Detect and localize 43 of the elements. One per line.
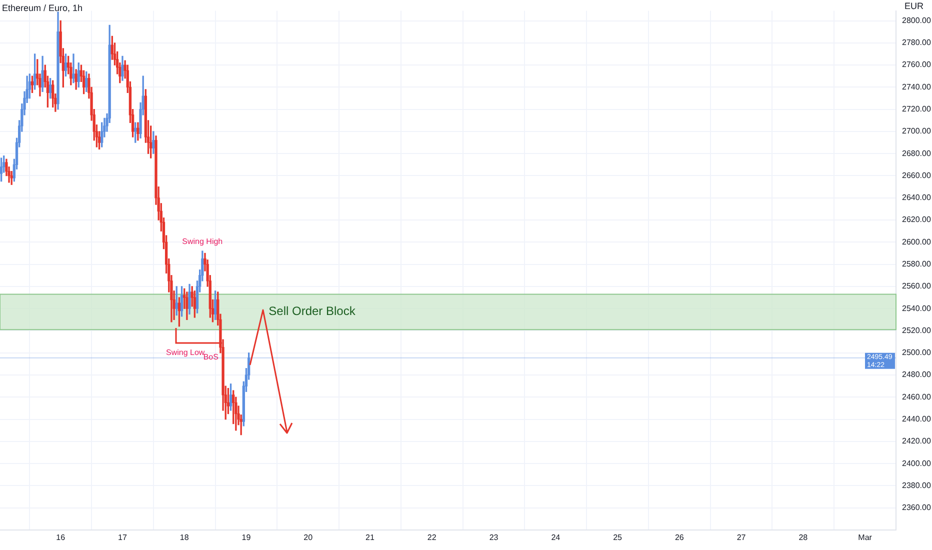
x-tick-label: 18 — [180, 533, 190, 542]
y-tick-label: 2740.00 — [902, 82, 932, 92]
annotation: Swing High — [182, 237, 223, 246]
x-tick-label: 19 — [242, 533, 252, 542]
y-tick-label: 2700.00 — [902, 126, 932, 136]
x-tick-label: 27 — [736, 533, 746, 542]
annotation: Swing Low — [166, 348, 205, 358]
chart-title: Ethereum / Euro, 1h — [2, 2, 83, 13]
x-tick-label: Mar — [858, 533, 872, 542]
y-tick-label: 2440.00 — [902, 414, 932, 424]
y-tick-label: 2560.00 — [902, 282, 932, 291]
x-tick-label: 28 — [798, 533, 808, 542]
x-tick-label: 26 — [674, 533, 684, 542]
x-tick-label: 25 — [613, 533, 623, 542]
y-tick-label: 2380.00 — [902, 480, 932, 490]
y-tick-label: 2780.00 — [902, 38, 932, 48]
y-axis-title: EUR — [904, 0, 924, 11]
y-tick-label: 2600.00 — [902, 237, 932, 246]
x-tick-label: 23 — [489, 533, 499, 542]
y-tick-label: 2400.00 — [902, 458, 932, 468]
x-tick-label: 20 — [304, 533, 314, 542]
y-tick-label: 2500.00 — [902, 348, 932, 358]
y-tick-label: 2420.00 — [902, 436, 932, 446]
x-tick-label: 24 — [551, 533, 561, 542]
annotation: BoS — [203, 352, 218, 362]
y-tick-label: 2760.00 — [902, 60, 932, 70]
y-tick-label: 2660.00 — [902, 170, 932, 180]
y-tick-label: 2720.00 — [902, 104, 932, 114]
y-tick-label: 2360.00 — [902, 503, 932, 512]
x-tick-label: 21 — [366, 533, 375, 542]
y-tick-label: 2480.00 — [902, 370, 932, 380]
y-tick-label: 2680.00 — [902, 148, 932, 158]
x-tick-label: 16 — [56, 533, 66, 542]
y-tick-label: 2800.00 — [902, 16, 932, 25]
band-label: Sell Order Block — [268, 304, 356, 318]
y-tick-label: 2520.00 — [902, 326, 932, 335]
y-tick-label: 2580.00 — [902, 260, 932, 269]
y-tick-label: 2540.00 — [902, 304, 932, 313]
y-tick-label: 2460.00 — [902, 392, 932, 402]
y-tick-label: 2640.00 — [902, 193, 932, 202]
y-tick-label: 2620.00 — [902, 215, 932, 224]
x-tick-label: 17 — [118, 533, 128, 542]
x-tick-label: 22 — [427, 533, 437, 542]
